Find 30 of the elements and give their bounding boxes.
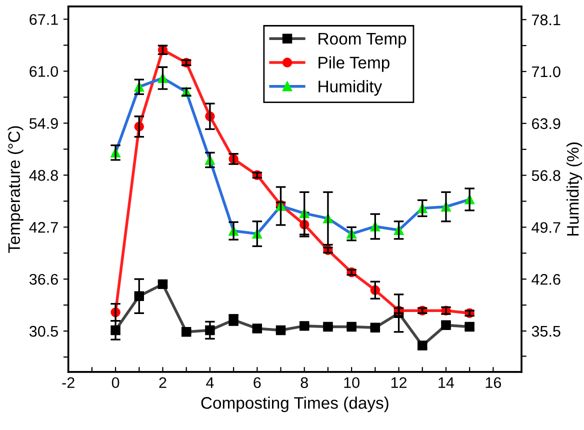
x-tick-label: 16 <box>486 377 502 388</box>
y2-tick-label: 56.8 <box>532 170 560 181</box>
y-axis-title: Temperature (°C) <box>8 126 24 253</box>
y2-tick-label: 63.9 <box>532 118 560 130</box>
y-tick-label: 54.9 <box>29 118 58 129</box>
y-tick-label: 42.7 <box>29 222 58 233</box>
y-tick-label: 36.6 <box>29 274 58 285</box>
y2-tick-label: 71.0 <box>532 66 560 78</box>
x-tick-label: 12 <box>391 377 407 388</box>
x-tick-label: 4 <box>206 377 214 388</box>
x-tick-label: 2 <box>159 377 166 388</box>
y2-tick-label: 78.1 <box>532 14 560 26</box>
x-tick-label: -2 <box>62 377 74 388</box>
legend-label: Room Temp <box>318 33 406 48</box>
y-tick-label: 30.5 <box>29 326 58 337</box>
y2-axis-title: Humidity (%) <box>566 142 582 236</box>
x-tick-label: 8 <box>300 377 308 388</box>
x-tick-label: 0 <box>112 377 120 388</box>
x-tick-label: 14 <box>438 377 454 388</box>
y-tick-label: 48.8 <box>29 170 58 181</box>
x-tick-label: 6 <box>254 377 261 388</box>
x-axis-title: Composting Times (days) <box>201 396 388 412</box>
y2-tick-label: 49.7 <box>532 222 560 233</box>
x-tick-label: 10 <box>344 377 360 388</box>
y-tick-label: 61.0 <box>30 66 58 77</box>
y-tick-label: 67.1 <box>30 14 58 25</box>
y2-tick-label: 35.5 <box>532 326 560 337</box>
y2-tick-label: 42.6 <box>532 274 560 285</box>
legend-label: Pile Temp <box>318 56 390 72</box>
legend-label: Humidity <box>318 80 382 96</box>
